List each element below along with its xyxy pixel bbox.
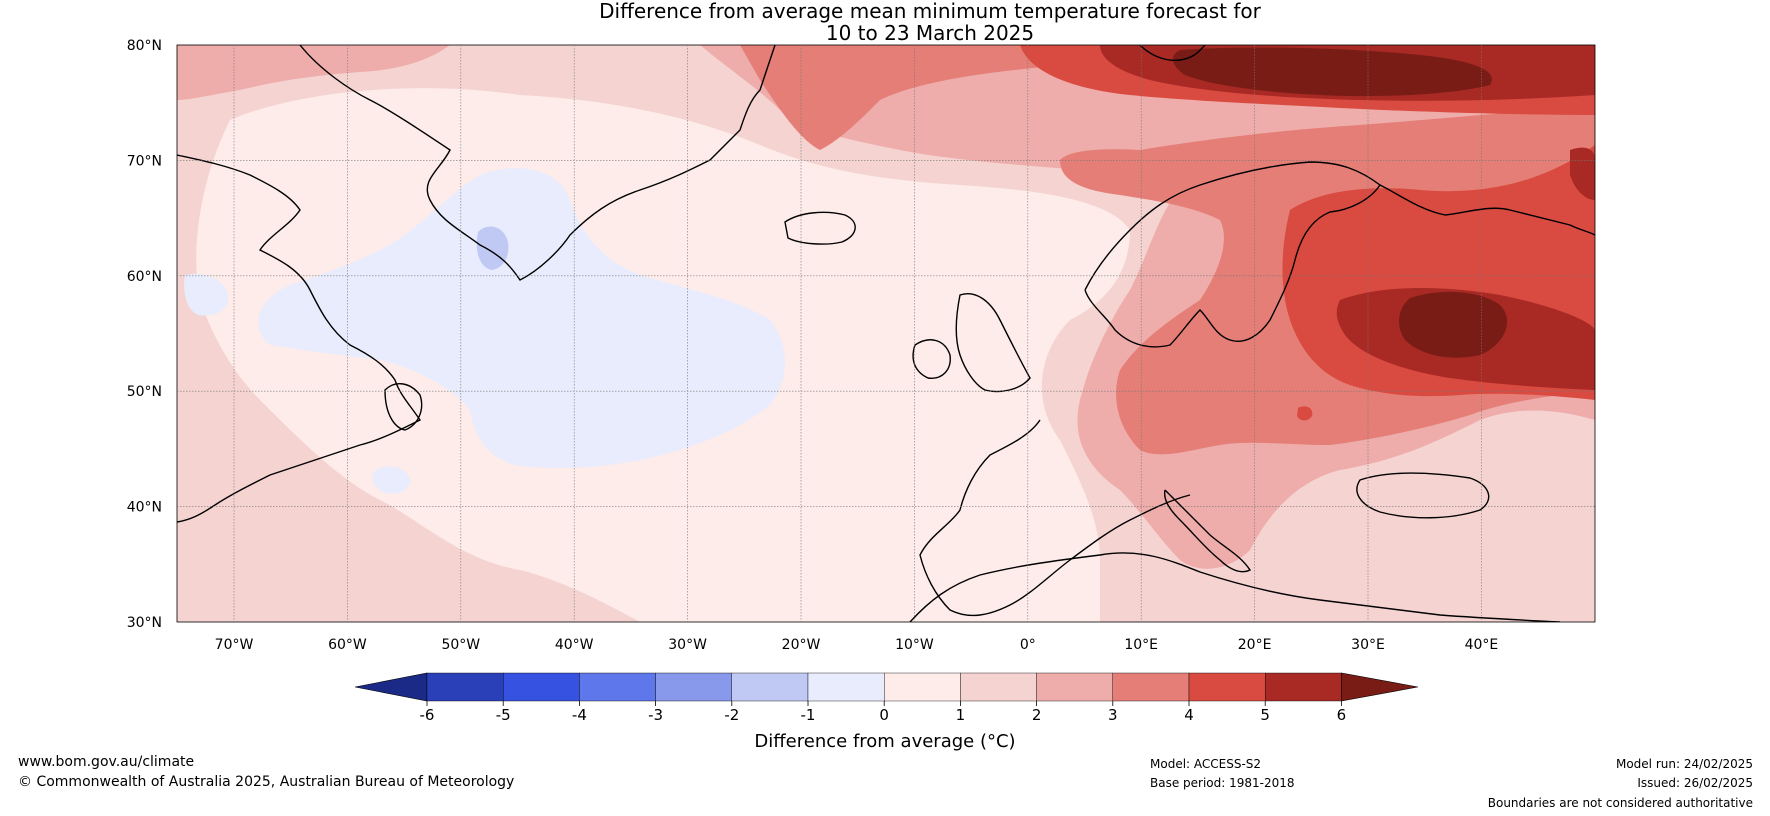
- colorbar-segment: [807, 672, 885, 702]
- coastline-western-europe: [919, 419, 1191, 617]
- colorbar-tick-label: -1: [801, 706, 816, 724]
- colorbar-tick-labels: -6 -5 -4 -3 -2 -1 0 1 2 3 4 5 6: [420, 701, 1347, 724]
- anomaly-band-minus1-0: [258, 168, 785, 469]
- longitude-label: 10°E: [1124, 637, 1158, 653]
- colorbar-tick-label: -3: [648, 706, 663, 724]
- colorbar-segment: [655, 672, 732, 702]
- coastline-newfoundland: [384, 383, 423, 431]
- coastline-iceland: [784, 211, 856, 245]
- anomaly-band-above-6: [1173, 47, 1492, 97]
- colorbar-tick-label: 3: [1108, 706, 1118, 724]
- issued-date: Issued: 26/02/2025: [1637, 776, 1753, 790]
- coastline-scandinavia: [1084, 161, 1381, 348]
- colorbar-segment: [503, 672, 580, 702]
- coastline-ireland: [912, 339, 951, 379]
- latitude-label: 30°N: [127, 615, 162, 631]
- colorbar-tick-label: 4: [1184, 706, 1194, 724]
- colorbar-segment: [731, 672, 809, 702]
- anomaly-band-minus1-0: [184, 273, 229, 316]
- longitude-labels: 70°W 60°W 50°W 40°W 30°W 20°W 10°W 0° 10°E 20°E 30…: [215, 637, 1499, 653]
- colorbar-extend-high: [1341, 672, 1419, 702]
- coastline-greenland: [299, 45, 776, 281]
- map-frame: [176, 44, 1596, 623]
- coastline-great-britain: [955, 293, 1031, 393]
- anomaly-band-2-3: [177, 45, 450, 100]
- colorbar-tick-label: 5: [1260, 706, 1270, 724]
- longitude-label: 20°E: [1238, 637, 1272, 653]
- colorbar-segment: [884, 672, 961, 702]
- latitude-label: 40°N: [127, 500, 162, 516]
- base-period: Base period: 1981-2018: [1150, 776, 1295, 790]
- longitude-label: 30°E: [1351, 637, 1385, 653]
- model-name: Model: ACCESS-S2: [1150, 757, 1262, 771]
- longitude-label: 0°: [1020, 637, 1036, 653]
- colorbar-segment: [1188, 672, 1266, 702]
- anomaly-band-minus1-0: [372, 466, 410, 494]
- longitude-label: 40°E: [1465, 637, 1499, 653]
- colorbar-tick-label: -2: [724, 706, 739, 724]
- coastline-labrador: [177, 154, 422, 523]
- coastline-black-sea: [1356, 472, 1490, 519]
- coastline-north-africa: [909, 552, 1561, 622]
- longitude-label: 30°W: [668, 637, 707, 653]
- anomaly-band-minus2-minus1: [476, 226, 509, 270]
- coastline-northern-russia: [1379, 184, 1595, 236]
- colorbar-tick-label: 1: [956, 706, 966, 724]
- coastline-italy: [1163, 489, 1252, 573]
- longitude-label: 60°W: [328, 637, 367, 653]
- colorbar-segment: [579, 672, 656, 702]
- website-link[interactable]: www.bom.gov.au/climate: [18, 754, 195, 770]
- colorbar: [354, 672, 1419, 702]
- coastline-svalbard: [1139, 45, 1206, 62]
- colorbar-segment: [1264, 672, 1342, 702]
- colorbar-segment: [1036, 672, 1113, 702]
- colorbar-segment: [1112, 672, 1190, 702]
- copyright-text: © Commonwealth of Australia 2025, Austra…: [18, 774, 515, 790]
- colorbar-tick-label: 2: [1032, 706, 1042, 724]
- longitude-label: 50°W: [441, 637, 480, 653]
- colorbar-segment: [960, 672, 1037, 702]
- latitude-label: 50°N: [127, 384, 162, 400]
- boundaries-disclaimer: Boundaries are not considered authoritat…: [1487, 796, 1753, 810]
- latitude-labels: 80°N 70°N 60°N 50°N 40°N 30°N: [127, 38, 162, 631]
- colorbar-extend-low: [354, 672, 428, 702]
- anomaly-field: [177, 45, 1595, 622]
- colorbar-tick-label: -4: [572, 706, 587, 724]
- longitude-label: 70°W: [215, 637, 254, 653]
- colorbar-label: Difference from average (°C): [754, 731, 1015, 752]
- latitude-label: 60°N: [127, 269, 162, 285]
- colorbar-segment: [426, 672, 504, 702]
- colorbar-tick-label: -6: [420, 706, 435, 724]
- model-run-date: Model run: 24/02/2025: [1615, 757, 1753, 771]
- longitude-label: 40°W: [555, 637, 594, 653]
- map-title-line2: 10 to 23 March 2025: [825, 21, 1035, 45]
- map-title-line1: Difference from average mean minimum tem…: [599, 0, 1261, 23]
- colorbar-tick-label: 0: [879, 706, 889, 724]
- anomaly-band-5-6: [1570, 147, 1595, 200]
- longitude-label: 20°W: [782, 637, 821, 653]
- anomaly-band-4-5: [1297, 406, 1313, 421]
- anomaly-band-above-6: [1398, 291, 1508, 358]
- longitude-label: 10°W: [895, 637, 934, 653]
- colorbar-tick-label: 6: [1337, 706, 1347, 724]
- coastlines: [177, 45, 1595, 622]
- colorbar-tick-label: -5: [496, 706, 511, 724]
- latitude-label: 70°N: [127, 153, 162, 169]
- latitude-label: 80°N: [127, 38, 162, 54]
- gridlines: [177, 45, 1595, 622]
